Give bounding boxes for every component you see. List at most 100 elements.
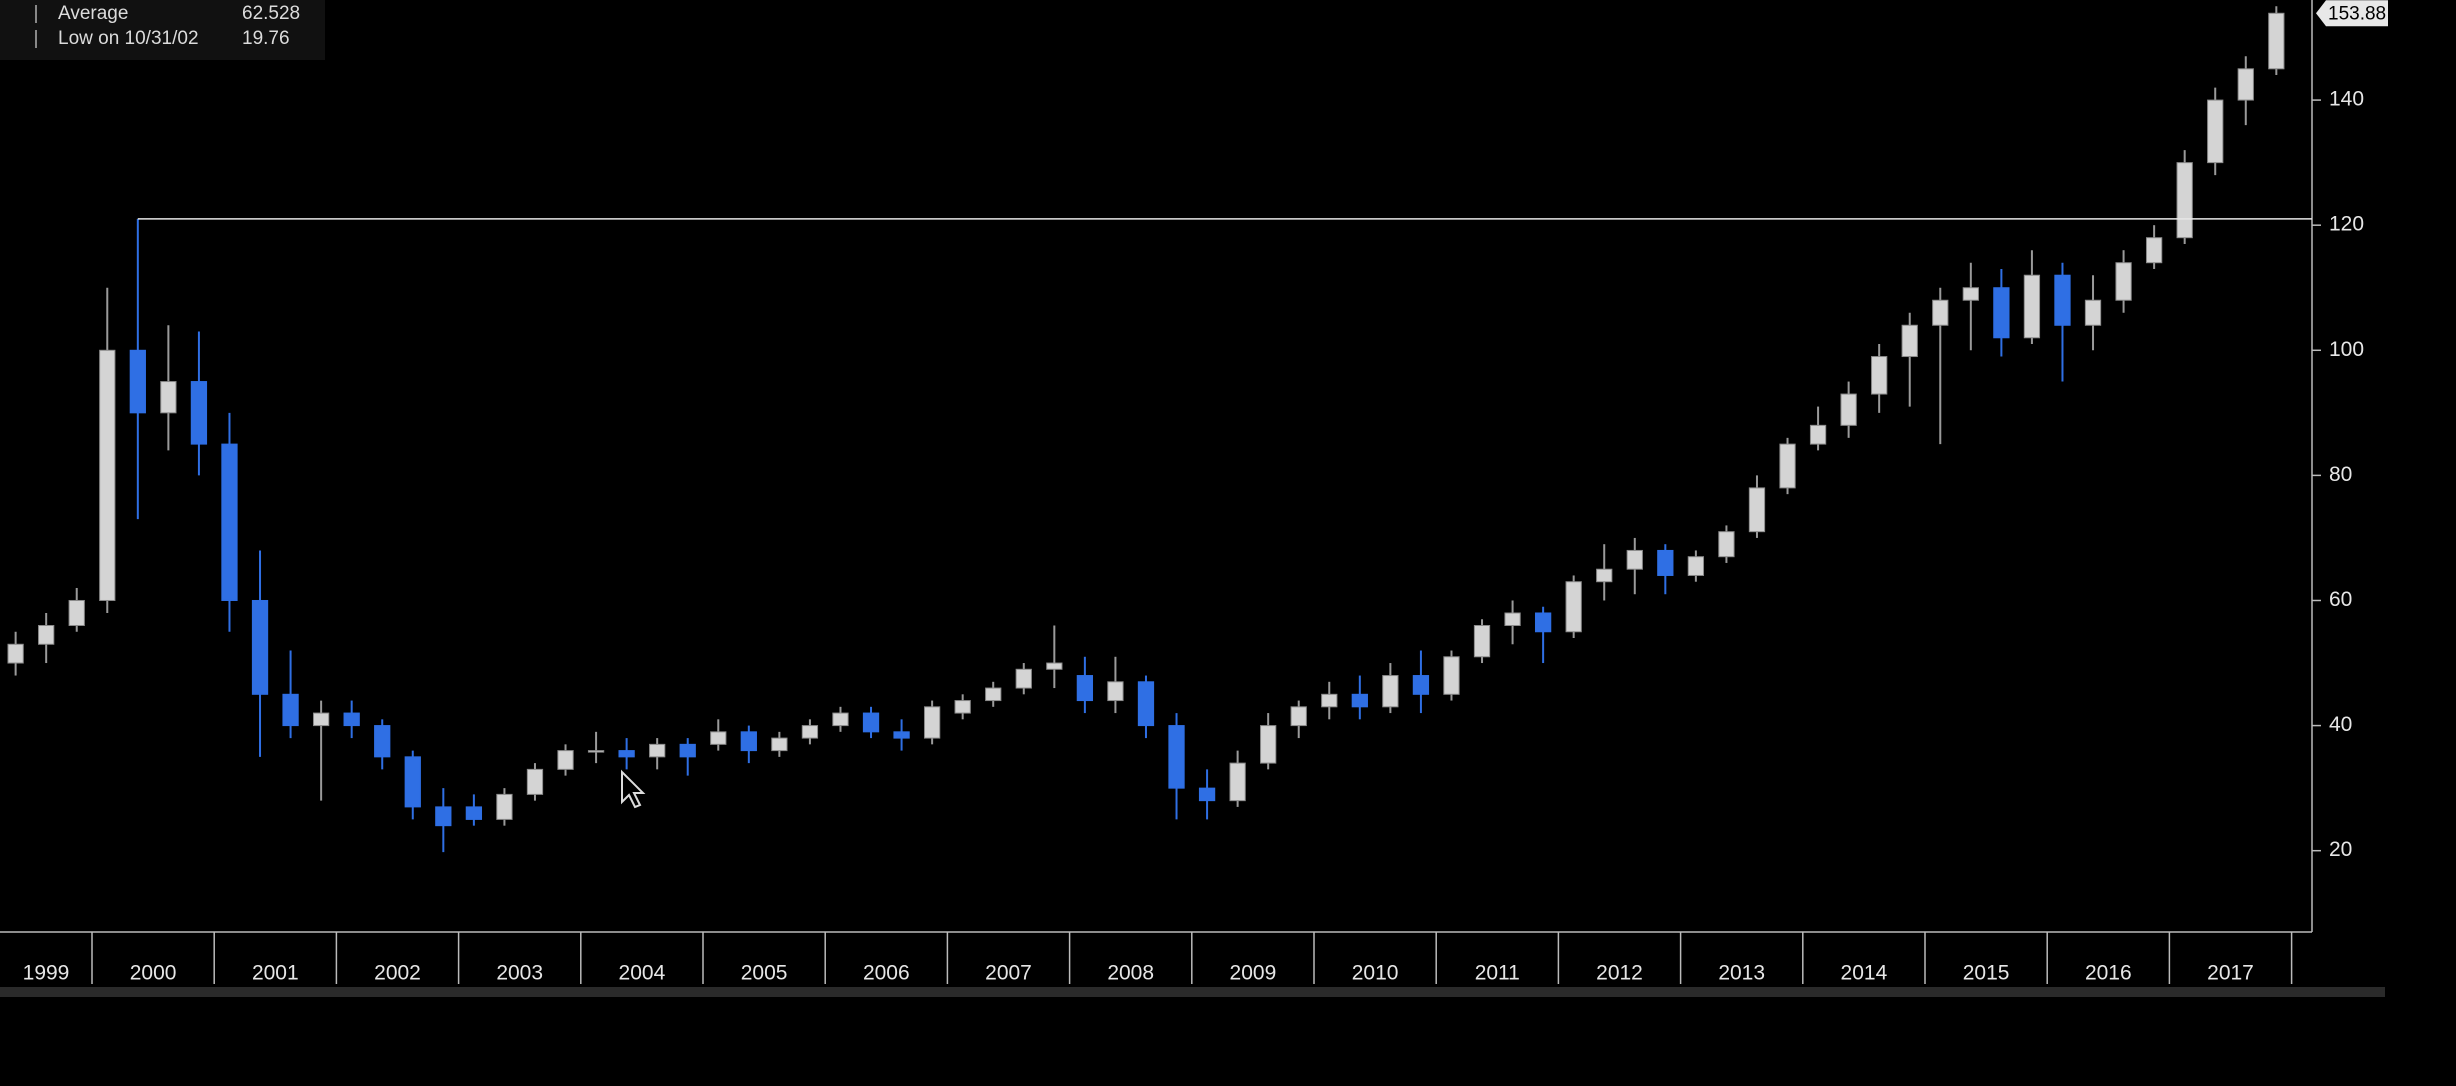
candle-body — [1596, 568, 1613, 583]
candle-body — [649, 743, 666, 758]
candle-body — [771, 737, 788, 752]
candle-body — [343, 712, 360, 727]
candle-body — [496, 793, 513, 820]
candle-body — [587, 750, 605, 753]
candle-body — [1993, 287, 2010, 339]
candle-body — [160, 381, 177, 414]
x-tick-label: 2014 — [1841, 962, 1888, 985]
x-tick-label: 2009 — [1230, 962, 1277, 985]
x-tick-label: 1999 — [23, 962, 70, 985]
candle-body — [1779, 443, 1796, 489]
candle-body — [1229, 762, 1246, 802]
legend-box — [0, 0, 325, 60]
x-tick-label: 2000 — [130, 962, 177, 985]
candle-body — [2207, 99, 2224, 164]
candle-body — [2023, 274, 2041, 339]
candle-body — [1932, 299, 1949, 326]
candle-body — [679, 743, 696, 758]
candle-body — [1657, 549, 1674, 576]
candle-body — [557, 750, 574, 770]
candle-body — [1871, 356, 1888, 395]
legend-value: 19.76 — [242, 28, 290, 49]
candle-body — [893, 731, 910, 739]
candle-body — [1718, 531, 1735, 558]
candle-body — [1382, 675, 1399, 708]
y-tick-label: 40 — [2329, 713, 2352, 736]
candle-body — [1046, 662, 1063, 670]
candle-body — [1015, 668, 1032, 689]
candle-body — [1412, 675, 1430, 695]
candle-body — [1321, 693, 1338, 708]
x-tick-label: 2010 — [1352, 962, 1399, 985]
x-tick-label: 2016 — [2085, 962, 2132, 985]
candle-body — [251, 599, 269, 695]
mouse-cursor — [621, 769, 646, 809]
candle-body — [1107, 681, 1124, 702]
candle-body — [954, 700, 971, 714]
x-tick-label: 2001 — [252, 962, 299, 985]
candle-body — [1137, 681, 1155, 727]
x-tick-label: 2011 — [1475, 962, 1520, 985]
candle-body — [862, 712, 880, 733]
candle-body — [2176, 162, 2193, 239]
candle-body — [1504, 612, 1521, 627]
candle-body — [1565, 581, 1582, 633]
candle-body — [465, 806, 483, 820]
y-tick-label: 100 — [2329, 338, 2364, 361]
candle-body — [1076, 675, 1094, 702]
x-tick-label: 2007 — [985, 962, 1032, 985]
candle-body — [1687, 556, 1705, 576]
candle-body — [1748, 487, 1766, 533]
candle-body — [7, 643, 24, 664]
candle-body — [1351, 693, 1368, 708]
candle-body — [1260, 725, 1277, 764]
candle-body — [312, 712, 330, 727]
candle-body — [526, 768, 544, 795]
last-price-label: 153.88 — [2328, 3, 2386, 24]
candle-body — [710, 731, 727, 745]
candle-body — [801, 725, 819, 739]
x-tick-label: 2005 — [741, 962, 788, 985]
candle-body — [374, 725, 391, 758]
candle-body — [404, 756, 421, 808]
candle-body — [221, 443, 238, 601]
x-tick-label: 2002 — [374, 962, 421, 985]
candle-body — [2115, 262, 2132, 301]
x-tick-label: 2004 — [619, 962, 666, 985]
candle-body — [2237, 68, 2254, 101]
x-tick-label: 2006 — [863, 962, 910, 985]
candle-body — [2145, 237, 2163, 264]
candle-body — [129, 349, 146, 414]
last-price-tag — [2316, 0, 2388, 27]
legend-value: 62.528 — [242, 3, 300, 24]
candle-body — [618, 750, 635, 758]
y-tick-label: 140 — [2329, 88, 2364, 111]
candle-body — [1901, 324, 1918, 358]
candle-body — [38, 625, 55, 645]
candle-body — [99, 349, 116, 601]
x-tick-label: 2003 — [496, 962, 543, 985]
candle-body — [435, 806, 452, 827]
candle-body — [1290, 706, 1307, 727]
x-tick-label: 2008 — [1107, 962, 1154, 985]
candle-body — [1809, 424, 1827, 445]
legend-label: Average — [58, 3, 128, 24]
candle-body — [1443, 656, 1460, 695]
candle-body — [1840, 393, 1857, 426]
x-tick-label: 2015 — [1963, 962, 2010, 985]
y-tick-label: 80 — [2329, 463, 2352, 486]
candle-body — [2054, 274, 2071, 326]
candle-body — [68, 599, 85, 627]
candle-body — [2084, 299, 2102, 326]
candle-body — [1962, 287, 1979, 301]
candle-body — [1198, 787, 1216, 802]
legend-label: Low on 10/31/02 — [58, 28, 199, 49]
candle-body — [282, 693, 299, 727]
candle-body — [1473, 625, 1491, 658]
candle-body — [832, 712, 849, 727]
candle-body — [1168, 725, 1185, 789]
x-tick-label: 2012 — [1596, 962, 1643, 985]
